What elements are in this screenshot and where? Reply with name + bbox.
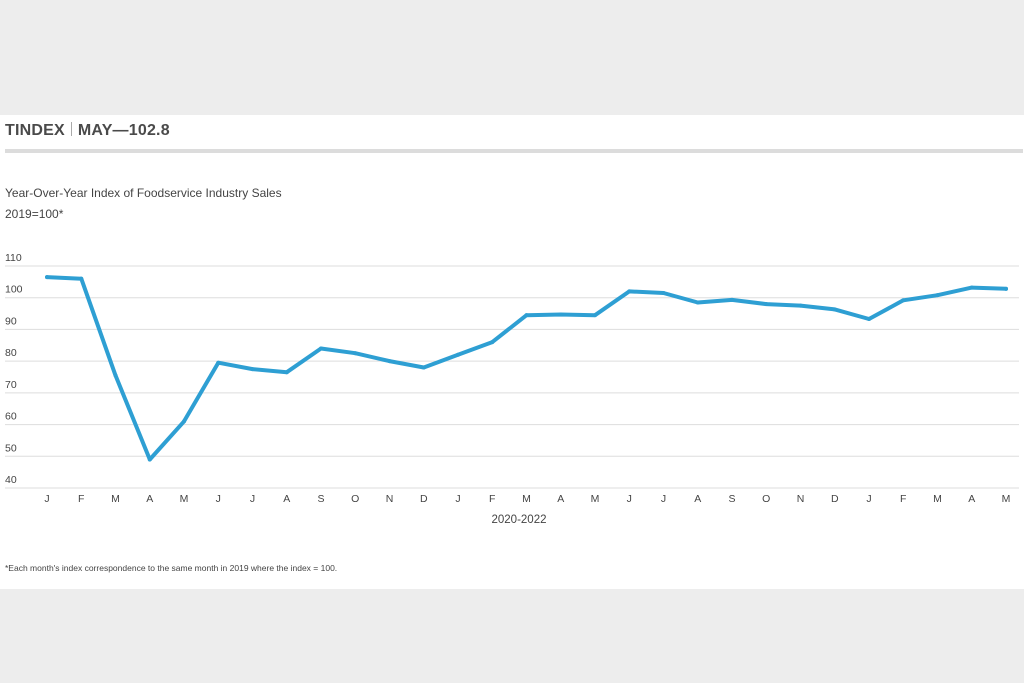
y-tick-label: 40	[5, 474, 17, 486]
series-line	[45, 275, 1008, 462]
x-tick-label: M	[591, 493, 600, 505]
data-point	[147, 457, 152, 462]
x-tick-label: S	[728, 493, 735, 505]
data-point	[730, 297, 734, 302]
data-point	[45, 275, 49, 280]
data-point	[627, 289, 632, 294]
y-tick-label: 80	[5, 347, 17, 359]
x-tick-label: M	[933, 493, 942, 505]
x-tick-label: O	[762, 493, 770, 505]
x-tick-label: J	[44, 493, 49, 505]
headline-value: MAY—102.8	[77, 122, 170, 139]
data-point	[490, 340, 495, 345]
x-tick-label: M	[111, 493, 120, 505]
x-tick-label: O	[351, 493, 359, 505]
chart-card	[0, 115, 1024, 589]
x-tick-label: A	[694, 493, 701, 505]
data-point	[764, 302, 769, 307]
data-point	[832, 307, 837, 312]
y-tick-label: 70	[5, 379, 17, 391]
data-point	[113, 373, 118, 378]
x-tick-label: D	[420, 493, 428, 505]
y-tick-label: 90	[5, 315, 17, 327]
data-point	[524, 313, 529, 318]
title-separator	[70, 122, 72, 136]
y-tick-label: 60	[5, 411, 17, 423]
gridlines	[5, 265, 1019, 489]
data-point	[901, 298, 906, 303]
x-tick-label: J	[216, 493, 221, 505]
data-point	[319, 346, 323, 351]
y-tick-label: 100	[5, 284, 23, 296]
x-tick-label: N	[797, 493, 805, 505]
y-axis-ticks: 40 50 60 70 80 90 100 110	[5, 252, 23, 486]
y-tick-label: 110	[5, 252, 22, 264]
data-point	[421, 365, 426, 370]
y-tick-label: 50	[5, 442, 17, 454]
x-axis-label: 2020-2022	[492, 514, 547, 526]
x-tick-label: J	[866, 493, 871, 505]
x-tick-label: M	[1002, 493, 1011, 505]
header-divider	[5, 149, 1023, 153]
data-point	[250, 367, 255, 372]
x-tick-label: A	[557, 493, 564, 505]
x-tick-label: J	[455, 493, 460, 505]
data-point	[353, 351, 358, 356]
data-point	[456, 352, 460, 357]
data-point	[593, 313, 597, 318]
data-point	[284, 370, 289, 375]
data-point	[798, 303, 803, 308]
x-tick-label: A	[283, 493, 290, 505]
data-point	[182, 419, 186, 424]
data-point	[216, 360, 221, 365]
unit-note: 2019=100*	[5, 207, 64, 221]
x-tick-label: N	[386, 493, 394, 505]
footnote: *Each month's index correspondence to th…	[5, 563, 338, 573]
x-tick-label: F	[489, 493, 495, 505]
series-group	[45, 275, 1008, 462]
data-point	[558, 312, 563, 317]
x-tick-label: F	[78, 493, 84, 505]
data-point	[79, 276, 84, 281]
x-tick-label: J	[661, 493, 666, 505]
x-tick-label: A	[968, 493, 975, 505]
data-point	[867, 316, 871, 321]
x-tick-label: J	[250, 493, 255, 505]
data-point	[695, 300, 700, 305]
data-point	[1004, 286, 1008, 291]
x-tick-label: A	[146, 493, 153, 505]
x-tick-label: S	[317, 493, 324, 505]
x-tick-label: F	[900, 493, 906, 505]
chart-header: TINDEX MAY—102.8	[5, 122, 170, 140]
x-tick-label: D	[831, 493, 839, 505]
brand-label: TINDEX	[5, 122, 65, 139]
x-tick-label: M	[180, 493, 189, 505]
x-tick-label: M	[522, 493, 531, 505]
data-point	[387, 359, 392, 364]
data-point	[661, 290, 666, 295]
chart-subtitle: Year-Over-Year Index of Foodservice Indu…	[5, 186, 282, 200]
x-tick-label: J	[627, 493, 632, 505]
data-point	[935, 293, 940, 298]
data-point	[969, 285, 974, 290]
